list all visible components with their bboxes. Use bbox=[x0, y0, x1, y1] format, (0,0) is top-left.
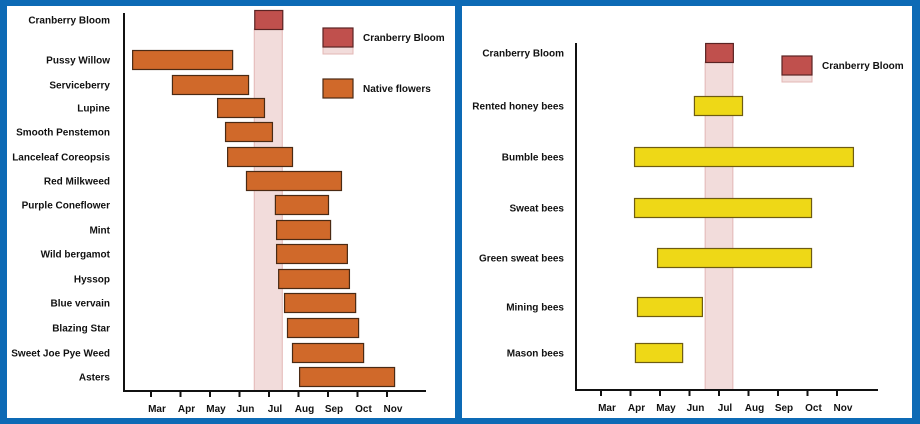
x-tick-label-aug: Aug bbox=[295, 404, 314, 415]
row-label-blazing-star: Blazing Star bbox=[52, 324, 110, 335]
row-label-pussy-willow: Pussy Willow bbox=[46, 56, 110, 67]
bees-chart: Cranberry Bloom Rented honey bees Bumble b… bbox=[472, 42, 904, 414]
x-tick-label-mar: Mar bbox=[598, 403, 616, 414]
x-tick-label-nov: Nov bbox=[834, 403, 853, 414]
x-tick-label-may: May bbox=[656, 403, 676, 414]
native-flowers-chart: Cranberry Bloom Pussy Willow Serviceberry L… bbox=[11, 9, 445, 415]
x-tick-label-oct: Oct bbox=[355, 404, 372, 415]
row-label-lupine: Lupine bbox=[77, 104, 110, 115]
bar-serviceberry bbox=[171, 74, 250, 96]
legend-swatch-cranberry-bloom bbox=[322, 27, 354, 48]
legend-band-swatch bbox=[322, 46, 354, 55]
x-tick-label-apr: Apr bbox=[178, 404, 195, 415]
bar-sweat-bees bbox=[633, 197, 813, 219]
legend-label-native-flowers: Native flowers bbox=[363, 84, 431, 95]
bar-asters bbox=[298, 366, 396, 388]
row-label-green-sweat-bees: Green sweat bees bbox=[479, 254, 564, 265]
bar-red-milkweed bbox=[245, 170, 343, 192]
bar-sweet-joe-pye-weed bbox=[291, 342, 365, 364]
row-label-bumble-bees: Bumble bees bbox=[502, 153, 565, 164]
cranberry-bloom-band bbox=[704, 61, 734, 391]
bees-chart-panel: Cranberry Bloom Rented honey bees Bumble b… bbox=[462, 6, 912, 418]
bar-smooth-penstemon bbox=[224, 121, 274, 143]
row-label-mining-bees: Mining bees bbox=[506, 303, 564, 314]
x-tick-label-oct: Oct bbox=[805, 403, 822, 414]
bar-purple-coneflower bbox=[274, 194, 330, 216]
bar-mason-bees bbox=[634, 342, 684, 364]
legend-label-cranberry-bloom: Cranberry Bloom bbox=[363, 33, 445, 44]
bar-blazing-star bbox=[286, 317, 360, 339]
x-tick-label-aug: Aug bbox=[745, 403, 764, 414]
bar-mining-bees bbox=[636, 296, 703, 318]
row-label-mason-bees: Mason bees bbox=[507, 349, 565, 360]
row-label-asters: Asters bbox=[79, 373, 111, 384]
bar-cranberry-bloom bbox=[254, 9, 284, 31]
bar-mint bbox=[275, 219, 332, 241]
legend-band-swatch bbox=[781, 74, 813, 83]
row-label-cranberry-bloom: Cranberry Bloom bbox=[482, 49, 564, 60]
bar-lupine bbox=[216, 97, 266, 119]
bar-cranberry-bloom bbox=[705, 42, 734, 64]
bar-lanceleaf-coreopsis bbox=[227, 146, 294, 168]
x-tick-label-nov: Nov bbox=[384, 404, 403, 415]
row-label-cranberry-bloom: Cranberry Bloom bbox=[28, 16, 110, 27]
row-label-smooth-penstemon: Smooth Penstemon bbox=[16, 128, 110, 139]
row-label-purple-coneflower: Purple Coneflower bbox=[22, 201, 110, 212]
native-flowers-chart-panel: Cranberry Bloom Pussy Willow Serviceberry L… bbox=[7, 6, 455, 418]
legend-swatch-cranberry-bloom bbox=[781, 55, 813, 76]
x-tick-label-jul: Jul bbox=[268, 404, 283, 415]
x-tick-label-jun: Jun bbox=[237, 404, 255, 415]
row-label-sweet-joe-pye-weed: Sweet Joe Pye Weed bbox=[11, 349, 110, 360]
x-tick-label-sep: Sep bbox=[775, 403, 793, 414]
row-label-lanceleaf-coreopsis: Lanceleaf Coreopsis bbox=[12, 153, 110, 164]
bar-rented-honey-bees bbox=[693, 95, 744, 117]
bar-pussy-willow bbox=[132, 49, 234, 71]
x-tick-label-jun: Jun bbox=[687, 403, 705, 414]
bar-hyssop bbox=[278, 268, 351, 290]
row-label-mint: Mint bbox=[89, 226, 110, 237]
row-label-blue-vervain: Blue vervain bbox=[51, 299, 110, 310]
legend-swatch-native-flowers bbox=[322, 78, 354, 99]
x-tick-label-jul: Jul bbox=[718, 403, 733, 414]
bar-bumble-bees bbox=[633, 146, 855, 168]
row-label-rented-honey-bees: Rented honey bees bbox=[472, 102, 564, 113]
bar-wild-bergamot bbox=[275, 243, 348, 265]
x-tick-label-apr: Apr bbox=[628, 403, 645, 414]
bar-green-sweat-bees bbox=[656, 247, 813, 269]
x-tick-label-sep: Sep bbox=[325, 404, 343, 415]
x-tick-label-may: May bbox=[206, 404, 226, 415]
row-label-hyssop: Hyssop bbox=[74, 275, 110, 286]
row-label-sweat-bees: Sweat bees bbox=[510, 204, 565, 215]
bar-blue-vervain bbox=[283, 292, 357, 314]
row-label-wild-bergamot: Wild bergamot bbox=[41, 250, 111, 261]
row-label-red-milkweed: Red Milkweed bbox=[44, 177, 110, 188]
legend-label-cranberry-bloom: Cranberry Bloom bbox=[822, 61, 904, 72]
row-label-serviceberry: Serviceberry bbox=[49, 81, 110, 92]
x-tick-label-mar: Mar bbox=[148, 404, 166, 415]
